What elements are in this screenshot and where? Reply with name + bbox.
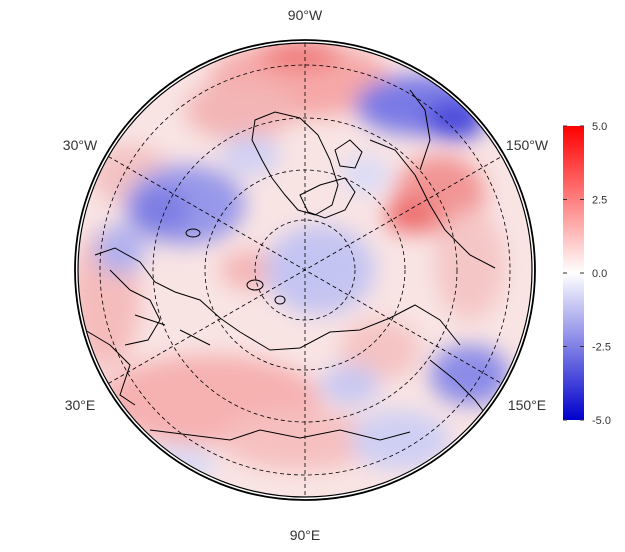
island-coastline [334,139,363,169]
lon-label-upper-right: 150°W [506,137,549,153]
lon-label-bottom: 90°E [290,527,321,543]
meridian-30e-150w [108,156,502,384]
far-east-coastline [429,359,491,421]
colorbar-gradient [563,126,584,420]
west-coast-coastline [409,89,431,171]
franz-josef-coastline [274,295,286,305]
coastlines [84,89,496,441]
siberia-coastline [239,304,461,351]
europe-coastline [94,247,241,333]
country-borders [109,269,211,346]
latitude-circle-50 [99,64,511,476]
asia-border-line [149,429,411,441]
colorbar-tick-label: 2.5 [592,195,607,207]
latitude-circle-80 [254,219,356,321]
anomaly-field [78,43,532,497]
north-america-coastline [369,139,496,269]
scandinavia-coastline [124,289,161,346]
graticule [99,43,511,497]
lon-label-lower-right: 150°E [508,397,546,413]
lon-label-upper-left: 30°W [63,137,98,153]
iceland-coastline [185,228,201,238]
greenland-coastline [251,111,339,216]
archipelago-coastline [299,177,356,219]
colorbar: 5.0 2.5 0.0 -2.5 -5.0 [563,121,611,427]
colorbar-tick-label: -5.0 [592,415,611,427]
west-europe-coastline [84,329,136,406]
lon-label-top: 90°W [288,7,323,23]
map-border [77,42,533,498]
colorbar-tick-label: 5.0 [592,121,607,133]
lon-label-lower-left: 30°E [65,397,96,413]
colorbar-tick-label: -2.5 [592,342,611,354]
colorbar-tick-label: 0.0 [592,268,607,280]
svalbard-coastline [246,279,264,291]
map-outer-border [74,39,536,501]
